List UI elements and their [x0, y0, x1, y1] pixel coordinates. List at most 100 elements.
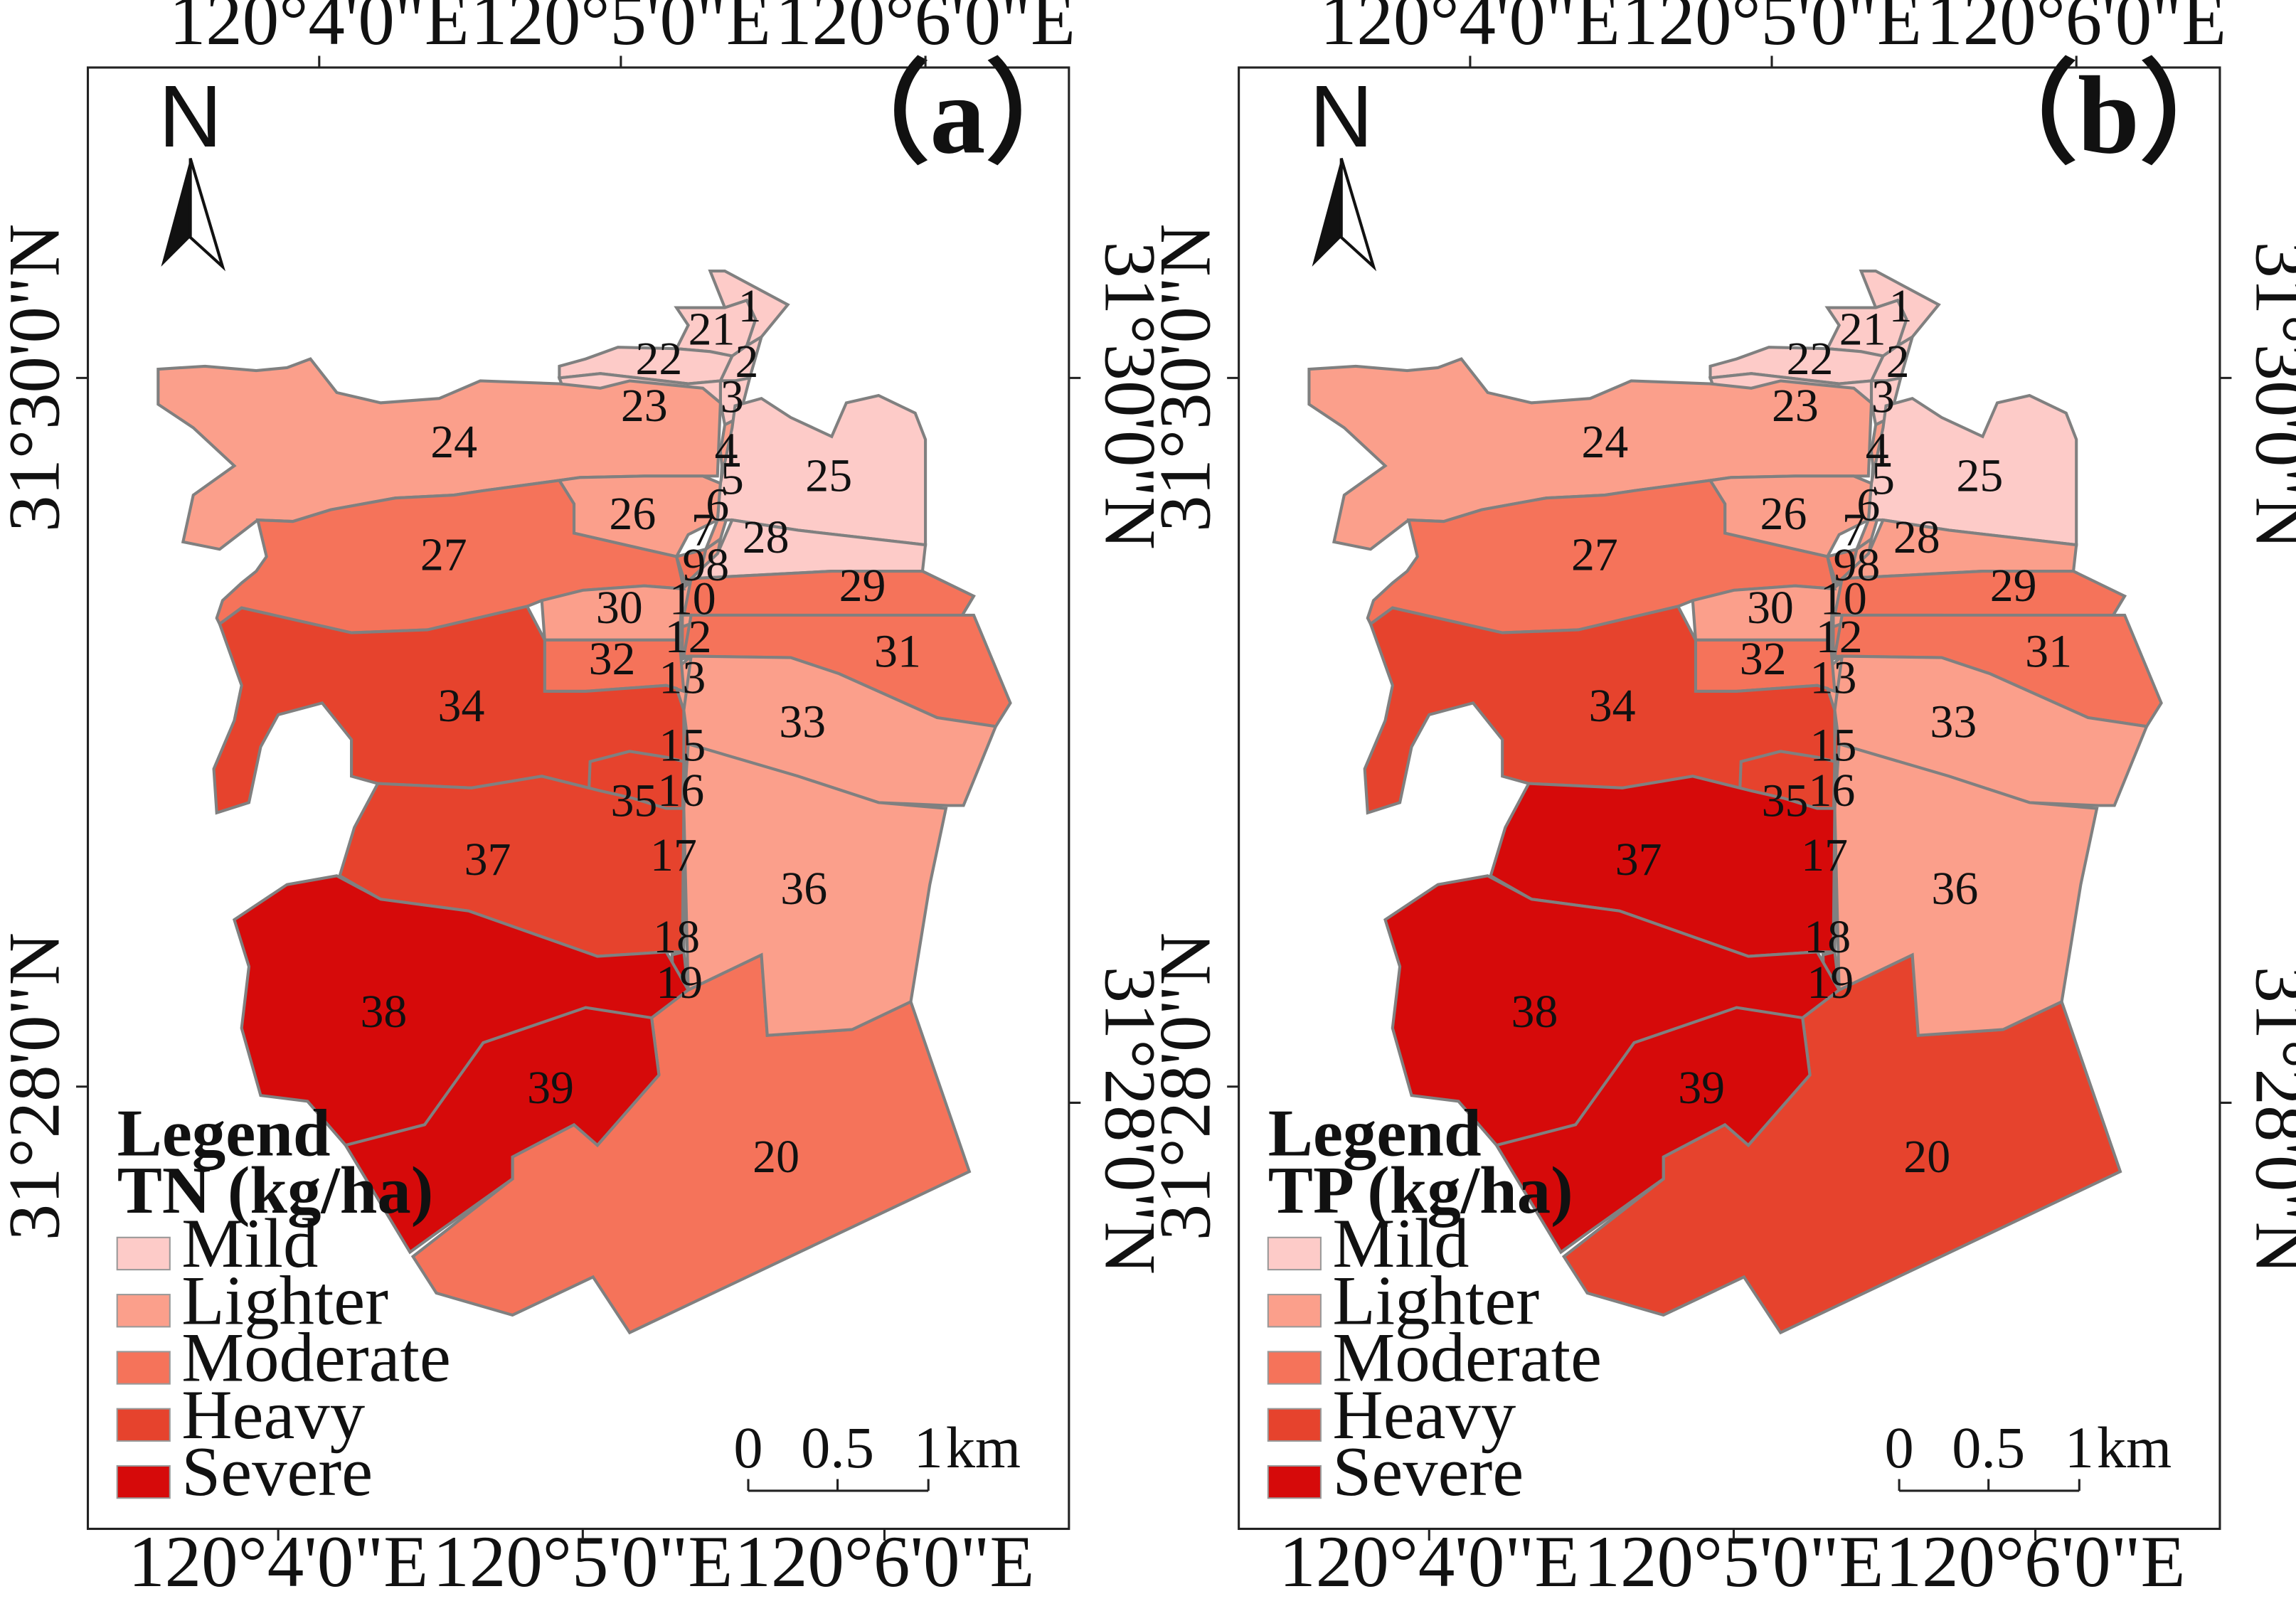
top-coord-label: 120°6'0"E [775, 0, 1075, 60]
right-coord-label: 31°30'0"N [2240, 241, 2296, 549]
zone-label-22: 22 [635, 333, 682, 385]
legend-item-moderate: Moderate [181, 1319, 451, 1397]
zone-label-17: 17 [1801, 829, 1848, 881]
legend-item-heavy: Heavy [1332, 1376, 1516, 1454]
zone-label-10: 10 [1820, 573, 1867, 625]
zone-label-7: 7 [691, 504, 715, 556]
legend-swatch-severe [1267, 1464, 1322, 1499]
zone-label-7: 7 [1842, 504, 1866, 556]
scale-tick-label: 0 [733, 1415, 762, 1480]
zone-label-37: 37 [464, 834, 511, 886]
legend-item-mild: Mild [181, 1205, 318, 1282]
legend-subtitle: TP (kg/ha) [1268, 1154, 1573, 1228]
scale-tick-label: 0.5 [1952, 1415, 2025, 1480]
zone-21[interactable] [674, 298, 758, 358]
zone-label-98: 98 [682, 539, 729, 591]
left-coord-label: 31°28'0"N [1144, 932, 1226, 1240]
zone-label-1: 1 [1889, 280, 1913, 332]
zone-label-19: 19 [1807, 957, 1854, 1009]
zone-label-4: 4 [715, 424, 738, 476]
zone-label-24: 24 [430, 416, 477, 468]
legend-swatch-lighter [116, 1294, 171, 1328]
zone-label-38: 38 [1511, 986, 1558, 1038]
top-coord-label: 120°6'0"E [1926, 0, 2226, 60]
left-coord-label: 31°30'0"N [0, 224, 75, 532]
legend-item-lighter: Lighter [1332, 1262, 1539, 1339]
panel-label: （a） [819, 53, 1097, 176]
zone-label-10: 10 [669, 573, 716, 625]
legend-swatch-moderate [1267, 1351, 1322, 1385]
legend-item-severe: Severe [1332, 1433, 1524, 1511]
legend-item-mild: Mild [1332, 1205, 1469, 1282]
legend-title: Legend [1268, 1097, 1482, 1171]
zone-label-16: 16 [657, 765, 704, 817]
zone-label-15: 15 [1810, 719, 1857, 771]
legend-item-heavy: Heavy [181, 1376, 365, 1454]
zone-39[interactable] [1494, 1006, 1812, 1255]
legend-swatch-lighter [1267, 1294, 1322, 1328]
legend-subtitle: TN (kg/ha) [117, 1154, 434, 1228]
scale-tick-label: 1 [2065, 1415, 2094, 1480]
zone-label-34: 34 [1589, 680, 1636, 732]
zone-label-18: 18 [653, 911, 700, 963]
zone-label-5: 5 [1871, 453, 1895, 505]
zone-label-36: 36 [1931, 863, 1978, 915]
scale-tick-label: 1 [914, 1415, 943, 1480]
zone-label-26: 26 [609, 488, 656, 540]
zone-label-29: 29 [839, 560, 886, 612]
zone-label-2: 2 [735, 336, 758, 388]
map-frame [1238, 66, 2221, 1531]
legend-swatch-mild [116, 1236, 171, 1271]
zone-21[interactable] [1824, 298, 1908, 358]
zone-label-33: 33 [779, 696, 826, 748]
legend-title: Legend [117, 1097, 331, 1171]
zone-label-23: 23 [621, 380, 668, 432]
zone-label-32: 32 [1740, 633, 1787, 685]
top-coord-label: 120°4'0"E [1320, 0, 1620, 60]
zone-25[interactable] [1866, 393, 2078, 547]
top-coord-label: 120°5'0"E [1622, 0, 1922, 60]
legend-swatch-severe [116, 1464, 171, 1499]
zone-label-4: 4 [1866, 424, 1889, 476]
zone-label-13: 13 [659, 652, 706, 704]
zone-label-32: 32 [589, 633, 636, 685]
top-coord-label: 120°5'0"E [471, 0, 771, 60]
zone-label-28: 28 [1893, 511, 1940, 563]
scale-unit: km [2097, 1415, 2172, 1480]
zone-label-39: 39 [527, 1062, 574, 1114]
map-frame [86, 66, 1070, 1531]
north-label: N [1309, 68, 1373, 166]
zone-label-15: 15 [659, 719, 706, 771]
zone-39[interactable] [343, 1006, 661, 1255]
zone-36[interactable] [1833, 742, 2099, 1037]
north-arrow-icon: N [159, 68, 225, 272]
right-coord-label: 31°30'0"N [1089, 241, 1170, 549]
left-coord-label: 31°28'0"N [0, 932, 75, 1240]
zone-label-12: 12 [665, 611, 712, 663]
right-coord-label: 31°28'0"N [1089, 966, 1170, 1274]
zone-36[interactable] [682, 742, 948, 1037]
zone-label-33: 33 [1930, 696, 1977, 748]
legend-swatch-heavy [116, 1408, 171, 1442]
legend-item-moderate: Moderate [1332, 1319, 1602, 1397]
scale-tick-label: 0.5 [801, 1415, 874, 1480]
legend-swatch-moderate [116, 1351, 171, 1385]
zone-label-18: 18 [1804, 911, 1851, 963]
zone-label-31: 31 [2025, 626, 2072, 678]
zone-label-34: 34 [438, 680, 485, 732]
scale-tick-label: 0 [1885, 1415, 1914, 1480]
zone-label-19: 19 [656, 957, 703, 1009]
zone-label-17: 17 [650, 829, 697, 881]
zone-label-16: 16 [1808, 765, 1855, 817]
legend-item-severe: Severe [181, 1433, 373, 1511]
north-label: N [159, 68, 222, 166]
zone-25[interactable] [716, 393, 928, 547]
zone-label-3: 3 [1871, 371, 1895, 422]
zone-label-6: 6 [706, 479, 729, 531]
zone-label-30: 30 [596, 582, 643, 634]
zone-label-20: 20 [1903, 1131, 1950, 1183]
zone-label-21: 21 [1839, 304, 1886, 356]
